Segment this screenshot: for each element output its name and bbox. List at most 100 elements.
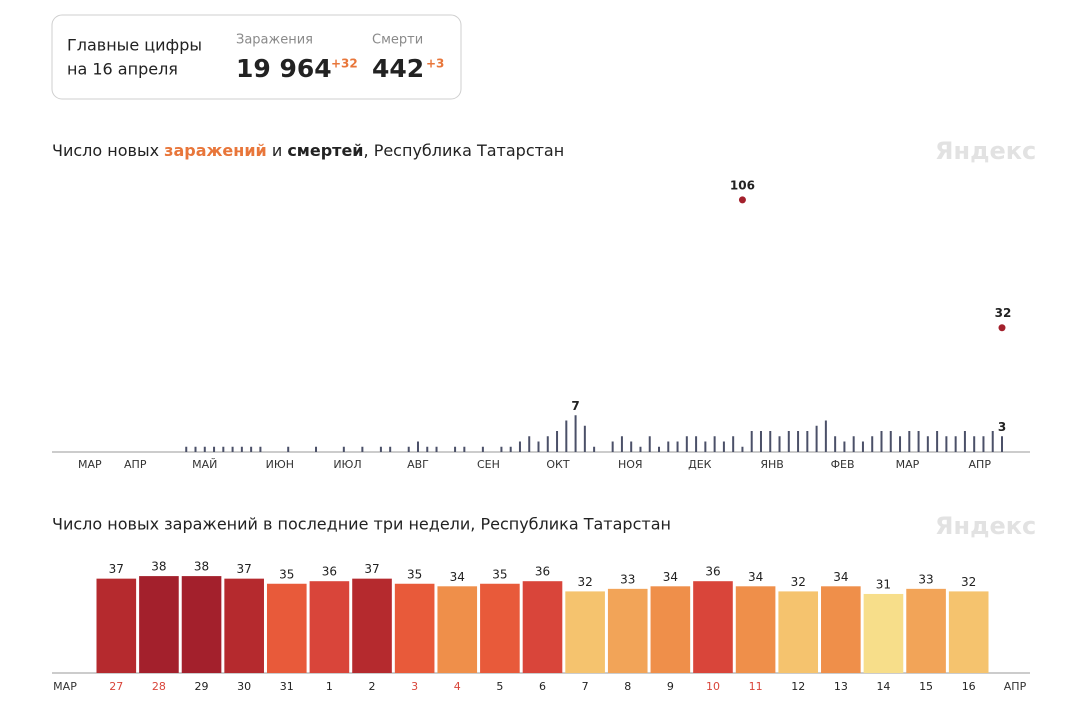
- x-tick-label: 12: [791, 680, 805, 693]
- death-bar: [741, 446, 744, 452]
- x-tick-label: ДЕК: [688, 458, 712, 471]
- value-label: 32: [995, 306, 1012, 320]
- value-label: 35: [407, 567, 422, 581]
- x-tick-label: 8: [624, 680, 631, 693]
- death-bar: [620, 436, 623, 452]
- bar: [565, 591, 605, 673]
- death-bar: [778, 436, 781, 452]
- death-bar: [481, 446, 484, 452]
- bar: [352, 578, 392, 673]
- value-label: 34: [663, 570, 678, 584]
- title-part: заражений: [164, 141, 267, 160]
- value-label: 38: [151, 560, 166, 574]
- death-bar: [389, 446, 392, 452]
- x-tick-label: 15: [919, 680, 933, 693]
- death-bar: [630, 441, 633, 452]
- value-label: 35: [492, 567, 507, 581]
- cases-delta: +32: [331, 57, 358, 71]
- x-tick-label: ОКТ: [546, 458, 569, 471]
- death-bar: [259, 446, 262, 452]
- x-tick-label: 6: [539, 680, 546, 693]
- x-tick-label: ЯНВ: [760, 458, 783, 471]
- death-bar: [722, 441, 725, 452]
- bar: [266, 583, 307, 673]
- x-tick-label: 2: [369, 680, 376, 693]
- chart-title: Число новых заражений в последние три не…: [52, 515, 671, 534]
- x-tick-label: ФЕВ: [831, 458, 855, 471]
- title-part: , Республика Татарстан: [364, 141, 565, 160]
- x-tick-label: 31: [280, 680, 294, 693]
- value-label: 36: [705, 565, 720, 579]
- x-tick-label: 14: [876, 680, 890, 693]
- value-label: 106: [730, 178, 755, 192]
- bar: [948, 591, 989, 673]
- death-bar: [899, 436, 902, 452]
- death-bar: [500, 446, 503, 452]
- death-bar: [315, 446, 318, 452]
- deaths-delta: +3: [426, 57, 444, 71]
- death-bar: [797, 431, 800, 452]
- death-bar: [732, 436, 735, 452]
- deaths-value: 442: [372, 54, 424, 83]
- value-label: 36: [322, 565, 337, 579]
- bar: [607, 588, 648, 673]
- line-marker: [738, 196, 746, 204]
- death-bar: [982, 436, 985, 452]
- death-bar: [685, 436, 688, 452]
- death-bar: [287, 446, 290, 452]
- death-bar: [861, 441, 864, 452]
- value-label: 34: [450, 570, 465, 584]
- death-bar: [945, 436, 948, 452]
- x-tick-label: 10: [706, 680, 720, 693]
- death-bar: [231, 446, 234, 452]
- death-bar: [908, 431, 911, 452]
- x-tick-label: ИЮЛ: [333, 458, 361, 471]
- month-label: МАР: [53, 680, 77, 693]
- death-bar: [926, 436, 929, 452]
- value-label: 32: [577, 575, 592, 589]
- value-label: 3: [998, 420, 1006, 434]
- title-part: Число новых: [52, 141, 164, 160]
- value-label: 32: [961, 575, 976, 589]
- x-tick-label: 11: [749, 680, 763, 693]
- death-bar: [917, 431, 920, 452]
- death-bar: [695, 436, 698, 452]
- line-marker: [998, 324, 1006, 332]
- value-label: 34: [833, 570, 848, 584]
- value-label: 31: [876, 577, 891, 591]
- death-bar: [203, 446, 206, 452]
- x-tick-label: 7: [582, 680, 589, 693]
- summary-card: [51, 14, 462, 100]
- death-bar: [342, 446, 345, 452]
- value-label: 33: [620, 572, 635, 586]
- x-tick-label: АВГ: [407, 458, 429, 471]
- value-label: 7: [571, 399, 579, 413]
- death-bar: [213, 446, 216, 452]
- value-label: 35: [279, 567, 294, 581]
- death-bar: [463, 446, 466, 452]
- death-bar: [991, 431, 994, 452]
- death-bar: [871, 436, 874, 452]
- death-bar: [361, 446, 364, 452]
- death-bar: [435, 446, 438, 452]
- summary-heading: на 16 апреля: [67, 60, 178, 79]
- death-bar: [426, 446, 429, 452]
- x-tick-label: 4: [454, 680, 461, 693]
- x-tick-label: АПР: [969, 458, 992, 471]
- death-bar: [676, 441, 679, 452]
- x-tick-label: 9: [667, 680, 674, 693]
- cases-value: 19 964: [236, 54, 332, 83]
- death-bar: [843, 441, 846, 452]
- x-tick-label: 28: [152, 680, 166, 693]
- x-tick-label: 27: [109, 680, 123, 693]
- bar: [778, 591, 819, 673]
- x-tick-label: 16: [962, 680, 976, 693]
- bar: [139, 576, 179, 673]
- death-bar: [583, 425, 586, 452]
- death-bar: [713, 436, 716, 452]
- death-bar: [889, 431, 892, 452]
- death-bar: [648, 436, 651, 452]
- bar: [437, 586, 478, 673]
- bar: [96, 578, 137, 673]
